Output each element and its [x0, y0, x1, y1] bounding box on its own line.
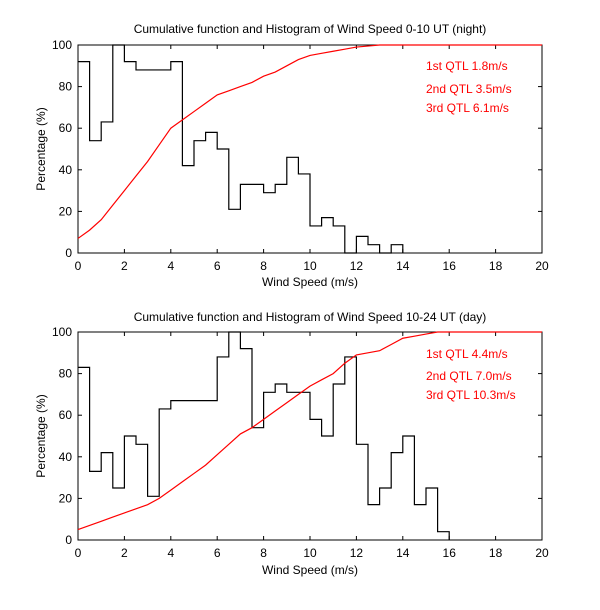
chart-title: Cumulative function and Histogram of Win… [134, 22, 487, 36]
x-tick-label: 18 [489, 546, 503, 560]
cumulative-series [77, 331, 542, 531]
y-tick-label: 20 [59, 204, 73, 218]
annotation-3rd-qtl: 3rd QTL 6.1m/s [426, 101, 509, 115]
x-tick-label: 4 [167, 546, 174, 560]
chart-day: Cumulative function and Histogram of Win… [34, 310, 549, 577]
annotation-2nd-qtl: 2nd QTL 7.0m/s [426, 369, 512, 383]
cumulative-series [77, 44, 542, 239]
x-tick-label: 8 [260, 546, 267, 560]
y-tick-label: 100 [52, 38, 72, 52]
y-axis-label: Percentage (%) [34, 107, 48, 190]
x-tick-label: 20 [535, 259, 549, 273]
x-tick-label: 16 [443, 259, 457, 273]
x-tick-label: 6 [214, 546, 221, 560]
plot-area: 0 2 4 6 8 10 12 14 16 18 20 0 20 40 60 80 100 [52, 38, 549, 273]
annotation-3rd-qtl: 3rd QTL 10.3m/s [426, 388, 516, 402]
x-tick-label: 14 [396, 259, 410, 273]
annotation-2nd-qtl: 2nd QTL 3.5m/s [426, 82, 512, 96]
quantile-annotations: 1st QTL 1.8m/s 2nd QTL 3.5m/s 3rd QTL 6.… [426, 59, 512, 115]
x-tick-label: 8 [260, 259, 267, 273]
y-tick-label: 60 [59, 121, 73, 135]
x-tick-label: 10 [303, 259, 317, 273]
x-tick-label: 14 [396, 546, 410, 560]
chart-night: Cumulative function and Histogram of Win… [34, 22, 549, 289]
x-tick-label: 12 [350, 546, 364, 560]
x-tick-label: 6 [214, 259, 221, 273]
plot-area: 0 2 4 6 8 10 12 14 16 18 20 0 20 40 60 80 100 [52, 325, 549, 560]
x-tick-label: 0 [75, 259, 82, 273]
y-tick-label: 80 [59, 80, 73, 94]
x-tick-label: 2 [121, 259, 128, 273]
x-axis-label: Wind Speed (m/s) [262, 275, 358, 289]
y-tick-label: 0 [65, 533, 72, 547]
x-tick-label: 2 [121, 546, 128, 560]
axes-box [77, 331, 543, 541]
y-tick-label: 20 [59, 491, 73, 505]
annotation-1st-qtl: 1st QTL 1.8m/s [426, 59, 508, 73]
x-axis-label: Wind Speed (m/s) [262, 563, 358, 577]
y-tick-label: 40 [59, 450, 73, 464]
quantile-annotations: 1st QTL 4.4m/s 2nd QTL 7.0m/s 3rd QTL 10… [426, 347, 516, 402]
x-tick-label: 12 [350, 259, 364, 273]
x-tick-label: 0 [75, 546, 82, 560]
x-tick-label: 18 [489, 259, 503, 273]
histogram-series [78, 331, 450, 540]
x-tick-label: 4 [167, 259, 174, 273]
annotation-1st-qtl: 1st QTL 4.4m/s [426, 347, 508, 361]
x-tick-label: 16 [443, 546, 457, 560]
y-axis-label: Percentage (%) [34, 394, 48, 477]
x-tick-label: 20 [535, 546, 549, 560]
y-tick-label: 100 [52, 325, 72, 339]
x-tick-label: 10 [303, 546, 317, 560]
y-tick-label: 80 [59, 367, 73, 381]
y-tick-label: 40 [59, 163, 73, 177]
y-tick-label: 60 [59, 408, 73, 422]
histogram-series [78, 44, 404, 254]
y-tick-label: 0 [65, 246, 72, 260]
chart-title: Cumulative function and Histogram of Win… [134, 310, 487, 324]
